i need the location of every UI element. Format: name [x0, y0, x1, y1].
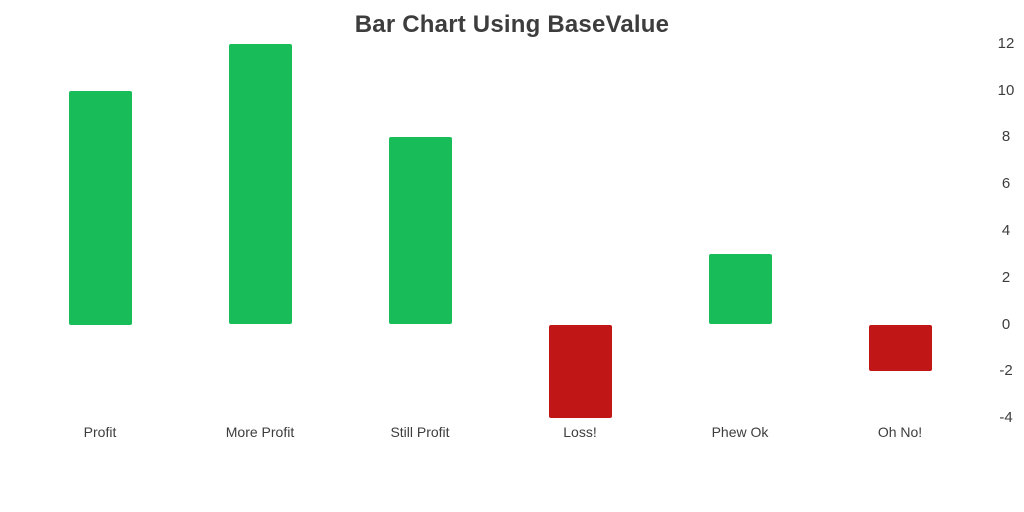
x-axis-label: Oh No! [877, 424, 923, 440]
bar-loss[interactable] [548, 324, 612, 419]
y-axis-tick-label: 10 [997, 81, 1015, 99]
y-axis-tick-label: 0 [1001, 315, 1011, 333]
x-axis-label: More Profit [225, 424, 295, 440]
bar-oh-no[interactable] [868, 324, 932, 372]
x-axis-label: Profit [83, 424, 117, 440]
y-axis-tick-label: 12 [997, 34, 1015, 52]
x-axis-label: Still Profit [390, 424, 450, 440]
bar-more-profit[interactable] [228, 43, 292, 325]
y-axis-tick-label: 6 [1001, 175, 1011, 193]
bar-still-profit[interactable] [388, 137, 452, 325]
bar-phew-ok[interactable] [708, 254, 772, 325]
x-axis-label: Loss! [563, 424, 597, 440]
x-axis-label: Phew Ok [711, 424, 769, 440]
y-axis-tick-label: -2 [999, 362, 1013, 380]
y-axis-tick-label: 2 [1001, 268, 1011, 286]
bar-profit[interactable] [68, 90, 132, 325]
y-axis-tick-label: -4 [999, 409, 1013, 427]
y-axis-tick-label: 8 [1001, 128, 1011, 146]
chart-title: Bar Chart Using BaseValue [354, 11, 670, 38]
y-axis-tick-label: 4 [1001, 221, 1011, 239]
